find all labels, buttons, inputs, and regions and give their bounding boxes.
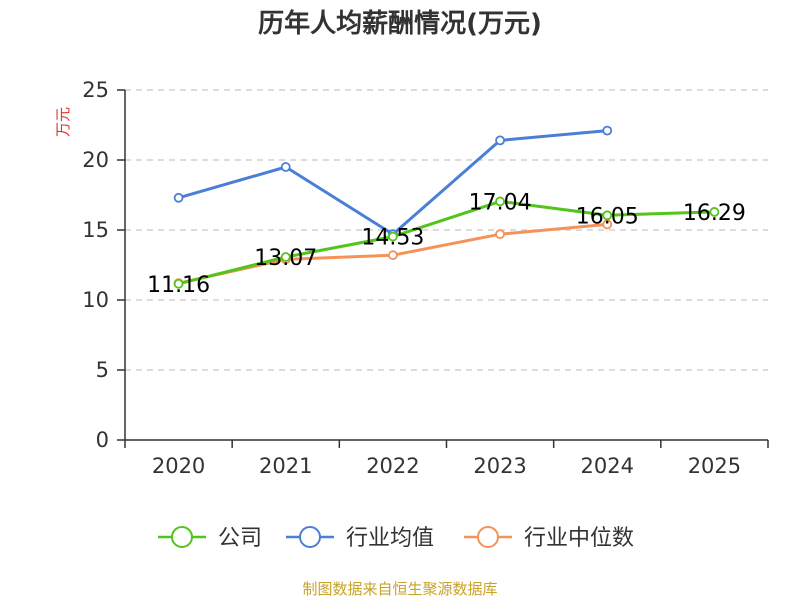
data-point[interactable]	[388, 231, 398, 242]
legend-swatch-marker	[171, 526, 193, 548]
series-line-1	[178, 129, 608, 236]
data-point[interactable]	[602, 210, 613, 221]
x-tick-label: 2025	[688, 454, 741, 478]
series-lines	[173, 125, 720, 289]
chart-title: 历年人均薪酬情况(万元)	[258, 8, 542, 39]
data-point[interactable]	[495, 196, 505, 207]
data-point[interactable]	[280, 162, 291, 172]
x-tick-label: 2024	[581, 454, 634, 478]
data-label: 16.29	[683, 201, 746, 226]
data-point[interactable]	[388, 250, 398, 261]
y-axis-label: 万元	[54, 107, 72, 137]
data-label: 17.04	[469, 190, 532, 215]
y-tick-label: 5	[96, 358, 109, 382]
data-label: 16.05	[576, 204, 639, 229]
legend[interactable]: 公司 行业均值 行业中位数	[158, 526, 634, 551]
data-point[interactable]	[495, 229, 505, 240]
source-note: 制图数据来自恒生聚源数据库	[302, 580, 497, 598]
data-point[interactable]	[709, 207, 720, 217]
legend-label: 行业均值	[346, 526, 434, 551]
y-tick-label: 15	[82, 218, 109, 242]
legend-item-0[interactable]: 公司	[158, 526, 262, 551]
data-point[interactable]	[602, 219, 613, 230]
y-tick-label: 20	[82, 148, 109, 172]
series-line-0	[178, 199, 715, 286]
legend-label: 公司	[218, 526, 262, 551]
data-point[interactable]	[280, 252, 291, 262]
legend-item-1[interactable]: 行业均值	[286, 526, 434, 551]
data-label: 11.16	[147, 273, 210, 298]
x-tick-label: 2021	[259, 454, 312, 478]
legend-item-2[interactable]: 行业中位数	[464, 526, 634, 551]
data-point[interactable]	[173, 192, 184, 203]
data-point[interactable]	[602, 125, 613, 136]
data-label: 14.53	[361, 226, 424, 251]
grid-lines	[125, 89, 768, 371]
legend-swatch-marker	[477, 526, 499, 548]
y-tick-label: 25	[82, 78, 109, 102]
legend-swatch-marker	[299, 526, 321, 548]
data-point[interactable]	[173, 278, 184, 289]
y-tick-label: 10	[82, 288, 109, 312]
x-tick-label: 2020	[152, 454, 205, 478]
data-label: 13.07	[254, 246, 317, 271]
x-tick-label: 2022	[366, 454, 419, 478]
data-point[interactable]	[495, 135, 505, 146]
x-tick-label: 2023	[473, 454, 526, 478]
data-labels: 11.16 13.07 14.53 17.04 16.05 16.29	[147, 190, 746, 297]
y-tick-label: 0	[96, 428, 109, 452]
legend-label: 行业中位数	[524, 526, 634, 551]
